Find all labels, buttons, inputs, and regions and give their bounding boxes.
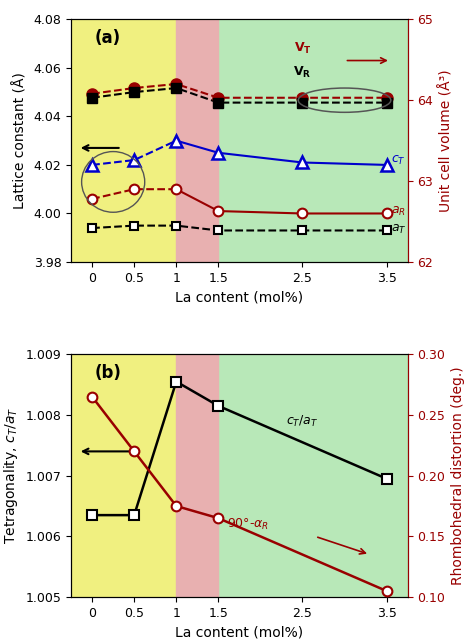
Y-axis label: Unit cell volume (Å³): Unit cell volume (Å³) xyxy=(439,69,453,212)
X-axis label: La content (mol%): La content (mol%) xyxy=(175,625,303,639)
Text: $90°$-$\alpha_R$: $90°$-$\alpha_R$ xyxy=(227,517,269,532)
Text: $\mathbf{V_R}$: $\mathbf{V_R}$ xyxy=(293,65,311,80)
Bar xyxy=(71,354,197,597)
Bar xyxy=(176,354,219,597)
Text: (a): (a) xyxy=(95,29,121,47)
Bar xyxy=(176,19,219,262)
Bar xyxy=(197,354,408,597)
Bar xyxy=(71,19,197,262)
Bar xyxy=(197,19,408,262)
Y-axis label: Lattice constant (Å): Lattice constant (Å) xyxy=(13,72,28,209)
Y-axis label: Tetragonality, $c_T/a_T$: Tetragonality, $c_T/a_T$ xyxy=(2,407,20,544)
Y-axis label: Rhombohedral distortion (deg.): Rhombohedral distortion (deg.) xyxy=(451,367,465,585)
Text: $\mathbf{V_T}$: $\mathbf{V_T}$ xyxy=(293,41,311,56)
Text: $c_T/a_T$: $c_T/a_T$ xyxy=(286,413,318,429)
Text: $a_T$: $a_T$ xyxy=(391,223,406,236)
Text: $c_T$: $c_T$ xyxy=(391,153,406,167)
X-axis label: La content (mol%): La content (mol%) xyxy=(175,290,303,304)
Text: $a_R$: $a_R$ xyxy=(391,205,406,218)
Text: (b): (b) xyxy=(95,364,121,382)
